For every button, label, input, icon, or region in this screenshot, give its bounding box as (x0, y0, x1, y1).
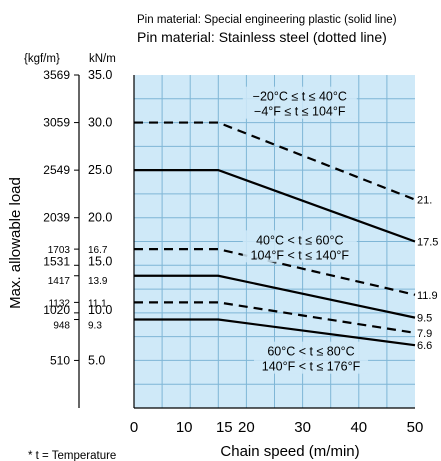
legend-line-stainless: Pin material: Stainless steel (dotted li… (137, 29, 387, 45)
y-tick-label-kn: 11.1 (88, 298, 107, 309)
y-tick-label-kgf: 1703 (48, 245, 71, 256)
y-tick-label-kgf: 2549 (43, 163, 70, 177)
annotation-backdrop (242, 86, 357, 119)
series-line-3 (134, 248, 416, 296)
y-tick-label-kn: 13.9 (88, 276, 108, 287)
axes (78, 75, 415, 409)
plot-area: 21. 17.5 11.9 9.5 7.96.6 −20°C ≤ t ≤ 40°C−4°… (78, 75, 438, 409)
annotation-line1-1: −20°C ≤ t ≤ 40°C (253, 90, 347, 104)
series-end-label: 11.9 (417, 290, 438, 302)
series-line-5 (134, 301, 416, 334)
annotation-line1-3: 60°C < t ≤ 80°C (267, 345, 354, 359)
y-tick-label-kn: 10.0 (88, 303, 112, 317)
series-end-label: 6.6 (417, 340, 432, 352)
footnote: * t = Temperature (28, 450, 116, 461)
series-line-2 (134, 169, 416, 243)
x-tick-label: 30 (294, 419, 311, 436)
series-end-label: 17.5 (417, 237, 438, 249)
series-line-6 (134, 318, 416, 347)
annotation-line1-2: 40°C < t ≤ 60°C (256, 233, 343, 247)
y-tick-label-kn: 35.0 (88, 68, 112, 82)
series-end-label: 21. (417, 195, 432, 207)
series-end-label: 7.9 (417, 328, 432, 340)
y-tick-label-kn: 16.7 (88, 245, 108, 256)
x-tick-label: 40 (350, 419, 367, 436)
tick-labels: 35.0 3569 30.0 3059 25.0 2549 20.0 2039 16.7 1703… (43, 68, 423, 436)
x-tick-label: 50 (407, 419, 424, 436)
annotation-backdrop (242, 230, 357, 263)
y-axis-label: Max. allowable load (7, 177, 24, 309)
y-tick-label-kgf: 3059 (43, 116, 70, 130)
x-tick-label: 10 (176, 419, 193, 436)
legend-line-plastic: Pin material: Special engineering plasti… (137, 14, 397, 26)
annotation-line2-2: 104°F < t ≤ 140°F (251, 248, 350, 262)
y-tick-label-kn: 20.0 (88, 211, 112, 225)
annotations: −20°C ≤ t ≤ 40°C−4°F ≤ t ≤ 104°F 40°C < t… (242, 86, 369, 374)
annotation-line2-1: −4°F ≤ t ≤ 104°F (254, 105, 346, 119)
series-line-4 (134, 274, 416, 319)
y-tick-label-kn: 5.0 (88, 353, 105, 367)
y-tick-label-kgf: 1132 (48, 298, 70, 309)
x-axis-label: Chain speed (m/min) (220, 443, 359, 460)
y-tick-label-kgf: 2039 (43, 211, 70, 225)
y-tick-label-kn: 30.0 (88, 116, 112, 130)
series-group: 21. 17.5 11.9 9.5 7.96.6 (134, 121, 438, 352)
y-unit-kgf: {kgf/m} (24, 53, 60, 65)
y-tick-label-kgf: 948 (53, 321, 70, 332)
x-tick-label: 0 (130, 419, 138, 436)
y-tick-label-kgf: 3569 (43, 68, 70, 82)
y-tick-label-kgf: 1417 (48, 276, 71, 287)
x-tick-label: 20 (238, 419, 255, 436)
annotation-backdrop (254, 341, 369, 374)
x-tick-label: 15 (216, 419, 233, 436)
y-tick-label-kgf: 1020 (43, 303, 70, 317)
annotation-line2-3: 140°F < t ≤ 176°F (262, 360, 361, 374)
y-unit-kn: kN/m (89, 53, 116, 65)
y-tick-label-kn: 25.0 (88, 163, 112, 177)
series-end-label: 9.5 (417, 313, 432, 325)
y-tick-label-kgf: 1531 (43, 254, 70, 268)
y-tick-label-kgf: 510 (50, 353, 70, 367)
series-line-1 (134, 121, 416, 201)
y-tick-label-kn: 15.0 (88, 254, 112, 268)
y-tick-label-kn: 9.3 (88, 321, 102, 332)
